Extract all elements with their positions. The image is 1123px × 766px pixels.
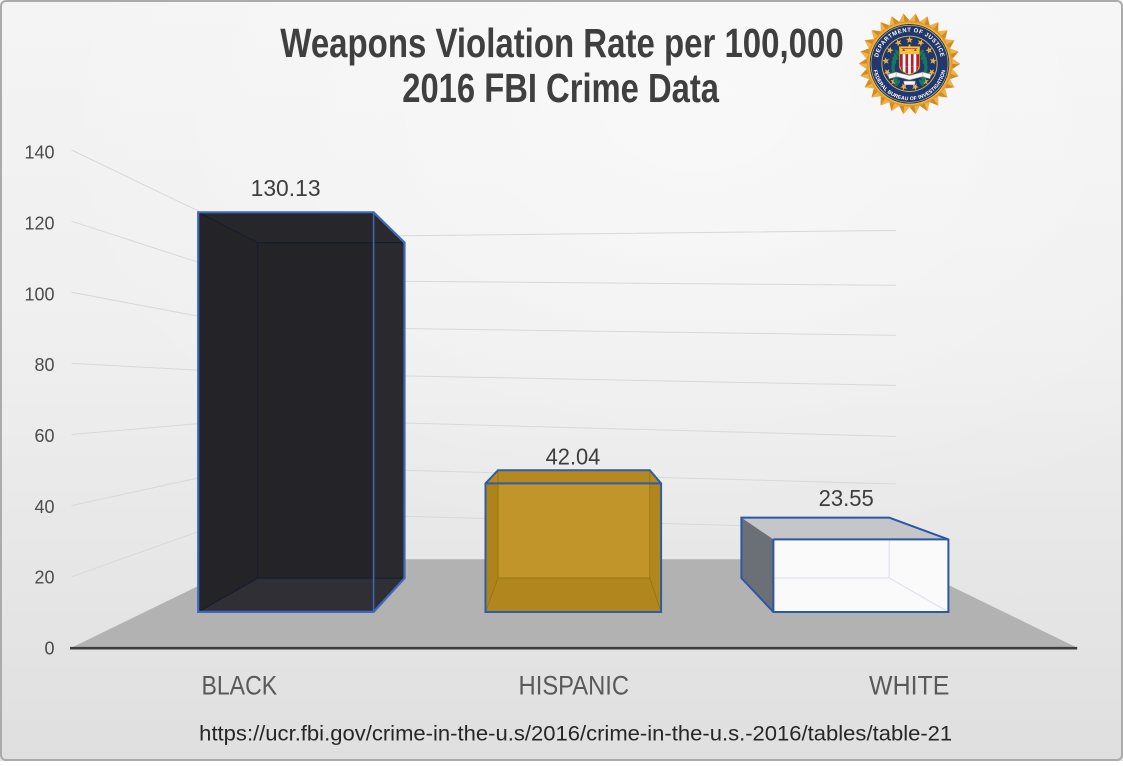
svg-text:120: 120 (24, 214, 54, 234)
svg-text:42.04: 42.04 (546, 444, 601, 470)
svg-text:60: 60 (34, 426, 54, 446)
svg-text:40: 40 (34, 497, 54, 517)
svg-text:WHITE: WHITE (869, 670, 949, 700)
svg-text:130.13: 130.13 (251, 175, 321, 201)
svg-text:80: 80 (34, 355, 54, 375)
svg-text:20: 20 (34, 568, 54, 588)
svg-text:HISPANIC: HISPANIC (519, 670, 630, 700)
svg-text:BLACK: BLACK (201, 670, 277, 700)
svg-text:Weapons Violation Rate per 100: Weapons Violation Rate per 100,000 (280, 20, 843, 66)
svg-text:https://ucr.fbi.gov/crime-in-t: https://ucr.fbi.gov/crime-in-the-u.s/201… (199, 723, 952, 746)
svg-text:2016 FBI Crime Data: 2016 FBI Crime Data (402, 65, 720, 111)
svg-text:0: 0 (44, 639, 54, 659)
svg-text:140: 140 (24, 143, 54, 163)
svg-text:100: 100 (24, 284, 54, 304)
svg-text:23.55: 23.55 (819, 485, 874, 511)
